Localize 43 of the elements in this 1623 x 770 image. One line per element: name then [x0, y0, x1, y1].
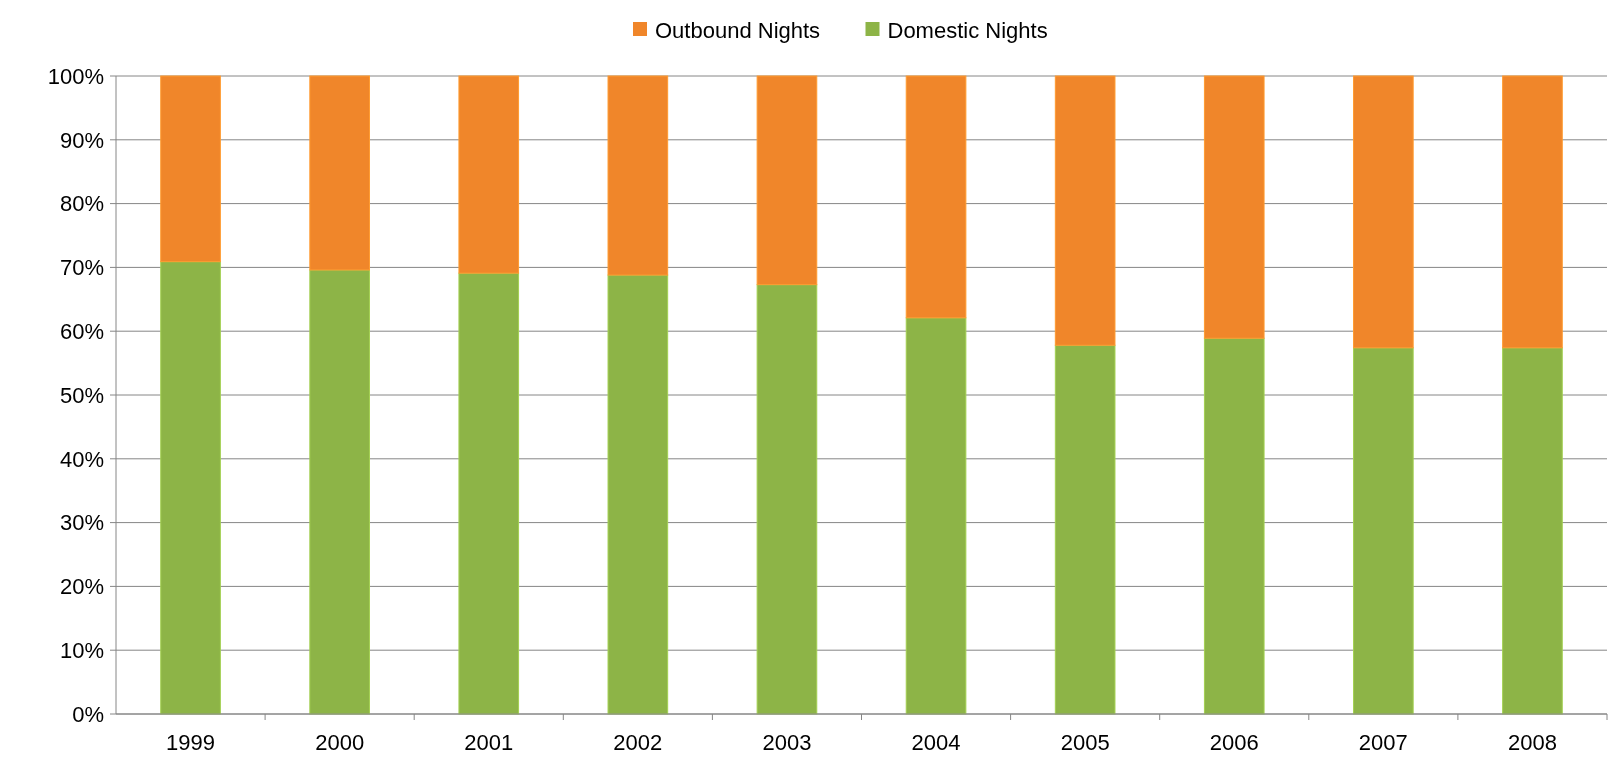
bar	[607, 274, 669, 715]
x-tick-label: 2004	[911, 730, 961, 755]
x-tick-label: 2008	[1507, 730, 1557, 755]
bar	[905, 317, 967, 715]
x-tick-label: 2000	[315, 730, 365, 755]
bar	[309, 75, 370, 271]
x-tick-label: 2005	[1060, 730, 1110, 755]
y-tick-label: 100%	[47, 63, 104, 89]
y-tick-label: 70%	[59, 255, 104, 281]
y-tick-label: 50%	[59, 382, 104, 408]
bar	[458, 75, 520, 274]
legend-label: Domestic Nights	[887, 17, 1048, 43]
y-tick-label: 30%	[59, 510, 104, 536]
bar	[1502, 75, 1563, 349]
bar	[905, 75, 967, 319]
bar	[756, 284, 818, 715]
x-tick-label: 2001	[464, 730, 514, 755]
bar	[160, 261, 221, 715]
x-tick-label: 2006	[1209, 730, 1259, 755]
bar	[1054, 344, 1116, 715]
bar	[1502, 347, 1563, 715]
y-tick-label: 60%	[59, 318, 104, 344]
bar	[309, 269, 370, 715]
bar	[1353, 347, 1414, 715]
bar	[756, 75, 818, 286]
bar	[1353, 75, 1414, 349]
bar	[1054, 75, 1116, 346]
legend-label: Outbound Nights	[655, 17, 821, 43]
x-tick-label: 1999	[166, 730, 216, 755]
bar	[1203, 337, 1265, 715]
y-tick-label: 80%	[59, 191, 104, 217]
bar	[607, 75, 669, 276]
y-tick-label: 40%	[59, 446, 104, 472]
y-tick-label: 90%	[59, 127, 104, 153]
x-tick-label: 2007	[1358, 730, 1408, 755]
y-tick-label: 10%	[59, 637, 104, 663]
bar	[458, 272, 520, 715]
x-tick-label: 2002	[613, 730, 663, 755]
y-tick-label: 0%	[72, 701, 104, 727]
bar	[160, 75, 221, 263]
x-tick-label: 2003	[762, 730, 812, 755]
bar	[1203, 75, 1265, 339]
y-tick-label: 20%	[59, 574, 104, 600]
